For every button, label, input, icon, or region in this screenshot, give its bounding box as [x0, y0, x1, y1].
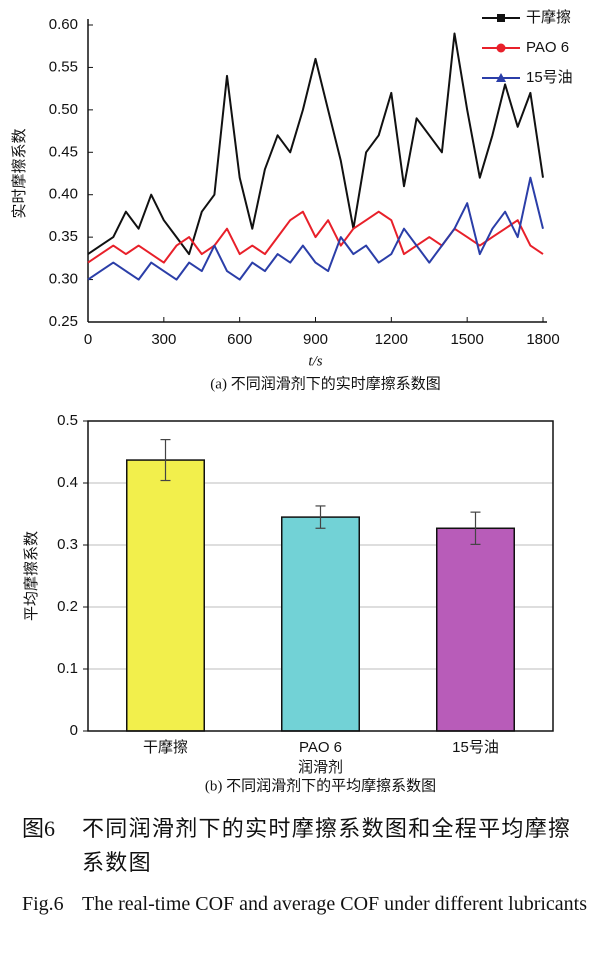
caption-label: Fig.6 — [22, 893, 64, 915]
y-tick-label: 0.4 — [57, 474, 78, 491]
bar — [126, 459, 205, 732]
legend-marker — [496, 73, 506, 82]
y-tick-label: 0.30 — [49, 271, 78, 288]
legend-label: PAO 6 — [526, 39, 569, 56]
y-tick-label: 0.5 — [57, 412, 78, 429]
line-series — [87, 32, 544, 256]
x-axis-label: 润滑剂 — [298, 759, 343, 776]
x-tick-label: 1200 — [375, 331, 408, 348]
y-tick-label: 0.55 — [49, 58, 78, 75]
line-series — [87, 210, 544, 264]
chart-subtitle: (a) 不同润滑剂下的实时摩擦系数图 — [210, 374, 440, 392]
y-tick-label: 0.3 — [57, 536, 78, 553]
x-tick-label: 600 — [227, 331, 252, 348]
line-series — [87, 176, 544, 281]
caption-text: 不同润滑剂下的实时摩擦系数图和全程平均摩擦系数图 — [82, 816, 572, 875]
x-tick-label: 300 — [151, 331, 176, 348]
figure-caption-en: Fig.6 The real-time COF and average COF … — [22, 888, 597, 920]
y-axis-label: 实时摩擦系数 — [10, 128, 28, 218]
y-tick-label: 0.50 — [49, 101, 78, 118]
y-tick-label: 0 — [70, 722, 78, 739]
y-tick-label: 0.40 — [49, 186, 78, 203]
x-axis-label: t/s — [308, 353, 322, 369]
caption-text: The real-time COF and average COF under … — [82, 893, 588, 915]
y-axis-label: 平均摩擦系数 — [22, 531, 40, 621]
y-tick-label: 0.60 — [49, 16, 78, 33]
figure-caption-zh: 图6 不同润滑剂下的实时摩擦系数图和全程平均摩擦系数图 — [22, 812, 582, 880]
legend-marker — [497, 14, 505, 22]
y-tick-label: 0.2 — [57, 598, 78, 615]
y-tick-label: 0.35 — [49, 228, 78, 245]
figure: 0.250.300.350.400.450.500.550.600 300 600 9… — [10, 8, 573, 794]
bar — [436, 527, 515, 732]
legend-label: 15号油 — [526, 69, 573, 86]
legend-label: 干摩擦 — [526, 8, 571, 26]
y-tick-label: 0.45 — [49, 143, 78, 160]
legend-marker — [496, 43, 506, 53]
x-tick-label: 0 — [84, 331, 92, 348]
bar — [281, 516, 360, 732]
x-tick-label: 1500 — [450, 331, 483, 348]
x-tick-label: 1800 — [526, 331, 559, 348]
plot-frame — [87, 420, 554, 732]
y-tick-label: 0.25 — [49, 313, 78, 330]
caption-label: 图6 — [22, 816, 56, 841]
x-tick-label: 干摩擦 — [143, 738, 188, 756]
chart-subtitle: (b) 不同润滑剂下的平均摩擦系数图 — [205, 776, 436, 794]
y-tick-label: 0.1 — [57, 660, 78, 677]
x-tick-label: PAO 6 — [299, 739, 342, 756]
x-tick-label: 15号油 — [452, 739, 499, 756]
x-tick-label: 900 — [303, 331, 328, 348]
